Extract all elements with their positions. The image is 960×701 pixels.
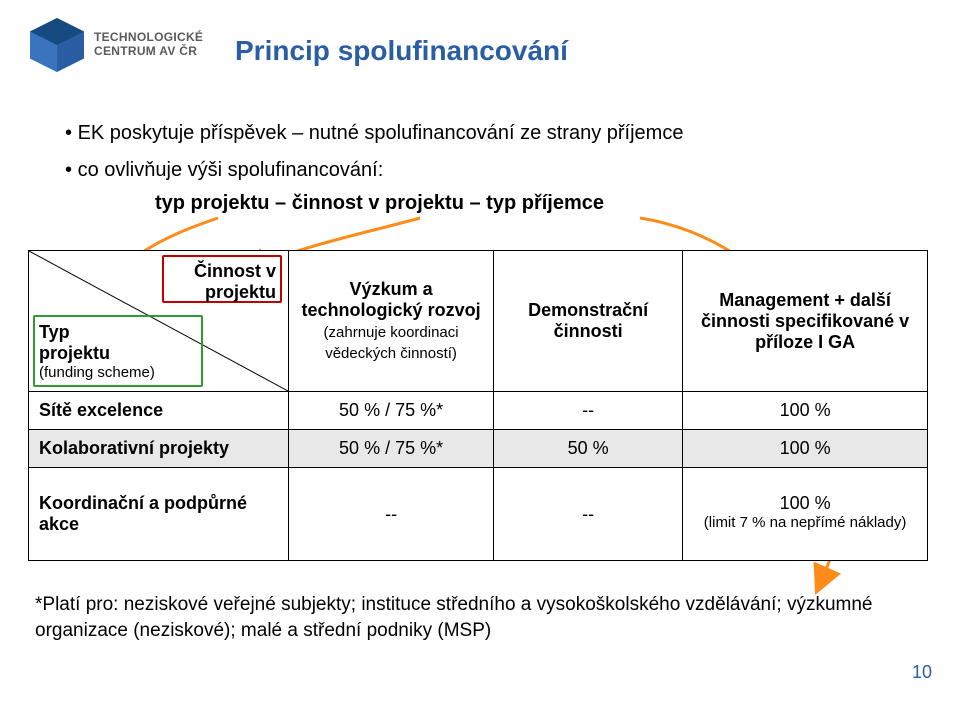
footnote: *Platí pro: neziskové veřejné subjekty; …	[35, 592, 925, 643]
logo-line1: TECHNOLOGICKÉ	[94, 31, 203, 45]
bullet-list: EK poskytuje příspěvek – nutné spolufina…	[65, 120, 920, 227]
logo-text: TECHNOLOGICKÉ CENTRUM AV ČR	[94, 31, 203, 59]
bullet-2: co ovlivňuje výši spolufinancování: typ …	[65, 157, 920, 217]
corner-bottom-label: Typ projektu (funding scheme)	[39, 322, 155, 381]
logo-line2: CENTRUM AV ČR	[94, 45, 203, 59]
table-row: Koordinační a podpůrné akce -- -- 100 %(…	[29, 468, 928, 561]
table-row: Kolaborativní projekty 50 % / 75 %* 50 %…	[29, 430, 928, 468]
corner-top-label: Činnost v projektu	[194, 261, 276, 302]
page-title: Princip spolufinancování	[235, 35, 568, 67]
col-header-2: Demonstrační činnosti	[494, 251, 683, 392]
mgmt-limit-cell: 100 %(limit 7 % na nepřímé náklady)	[683, 468, 928, 561]
brand-logo: TECHNOLOGICKÉ CENTRUM AV ČR	[30, 18, 203, 72]
table-row: Sítě excelence 50 % / 75 %* -- 100 %	[29, 392, 928, 430]
bullet-sub: typ projektu – činnost v projektu – typ …	[155, 190, 920, 217]
bullet-1: EK poskytuje příspěvek – nutné spolufina…	[65, 120, 920, 147]
col-header-3: Management + další činnosti specifikovan…	[683, 251, 928, 392]
page-number: 10	[912, 662, 932, 683]
corner-cell: Činnost v projektu Typ projektu (funding…	[29, 251, 289, 392]
col-header-1: Výzkum a technologický rozvoj (zahrnuje …	[288, 251, 493, 392]
funding-table: Činnost v projektu Typ projektu (funding…	[28, 250, 928, 561]
logo-mark	[30, 18, 84, 72]
